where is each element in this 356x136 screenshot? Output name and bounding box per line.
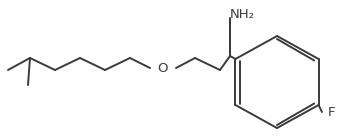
Text: O: O [158, 61, 168, 75]
Text: NH₂: NH₂ [230, 8, 255, 21]
Text: F: F [328, 106, 335, 118]
